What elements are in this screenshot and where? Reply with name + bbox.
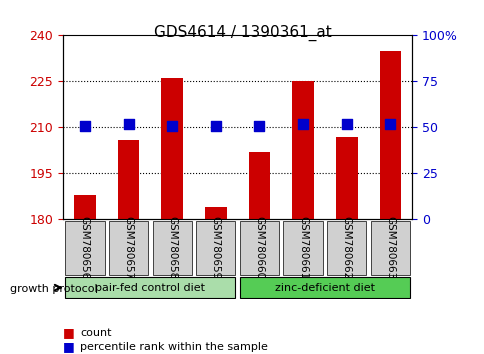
Point — [255, 123, 263, 129]
FancyBboxPatch shape — [65, 221, 105, 275]
Text: pair-fed control diet: pair-fed control diet — [95, 282, 205, 293]
Point — [168, 123, 176, 129]
Text: percentile rank within the sample: percentile rank within the sample — [80, 342, 267, 352]
Text: count: count — [80, 328, 111, 338]
Bar — [204, 207, 226, 219]
Text: GSM780656: GSM780656 — [80, 216, 90, 279]
Text: zinc-deficient diet: zinc-deficient diet — [274, 282, 374, 293]
Text: GSM780659: GSM780659 — [211, 216, 220, 279]
FancyBboxPatch shape — [283, 221, 322, 275]
Text: ■: ■ — [63, 326, 75, 339]
Text: GSM780661: GSM780661 — [298, 216, 307, 279]
Bar — [378, 51, 400, 219]
FancyBboxPatch shape — [326, 221, 366, 275]
Point — [81, 123, 89, 129]
Point — [342, 121, 350, 127]
Text: ■: ■ — [63, 341, 75, 353]
FancyBboxPatch shape — [239, 221, 278, 275]
Point — [124, 121, 132, 127]
Bar — [117, 140, 139, 219]
Text: GSM780663: GSM780663 — [385, 216, 394, 279]
FancyBboxPatch shape — [152, 221, 192, 275]
Text: growth protocol: growth protocol — [10, 284, 97, 293]
Text: GSM780658: GSM780658 — [167, 216, 177, 279]
FancyBboxPatch shape — [65, 277, 235, 298]
Bar — [74, 195, 95, 219]
Bar — [161, 78, 182, 219]
FancyBboxPatch shape — [196, 221, 235, 275]
Bar — [335, 137, 357, 219]
Point — [299, 121, 306, 127]
Point — [386, 121, 393, 127]
FancyBboxPatch shape — [370, 221, 409, 275]
Point — [212, 123, 219, 129]
Text: GSM780662: GSM780662 — [341, 216, 351, 279]
Bar — [291, 81, 313, 219]
FancyBboxPatch shape — [108, 221, 148, 275]
Text: GSM780660: GSM780660 — [254, 216, 264, 279]
Text: GDS4614 / 1390361_at: GDS4614 / 1390361_at — [153, 25, 331, 41]
FancyBboxPatch shape — [239, 277, 409, 298]
Bar — [248, 152, 270, 219]
Text: GSM780657: GSM780657 — [123, 216, 133, 279]
